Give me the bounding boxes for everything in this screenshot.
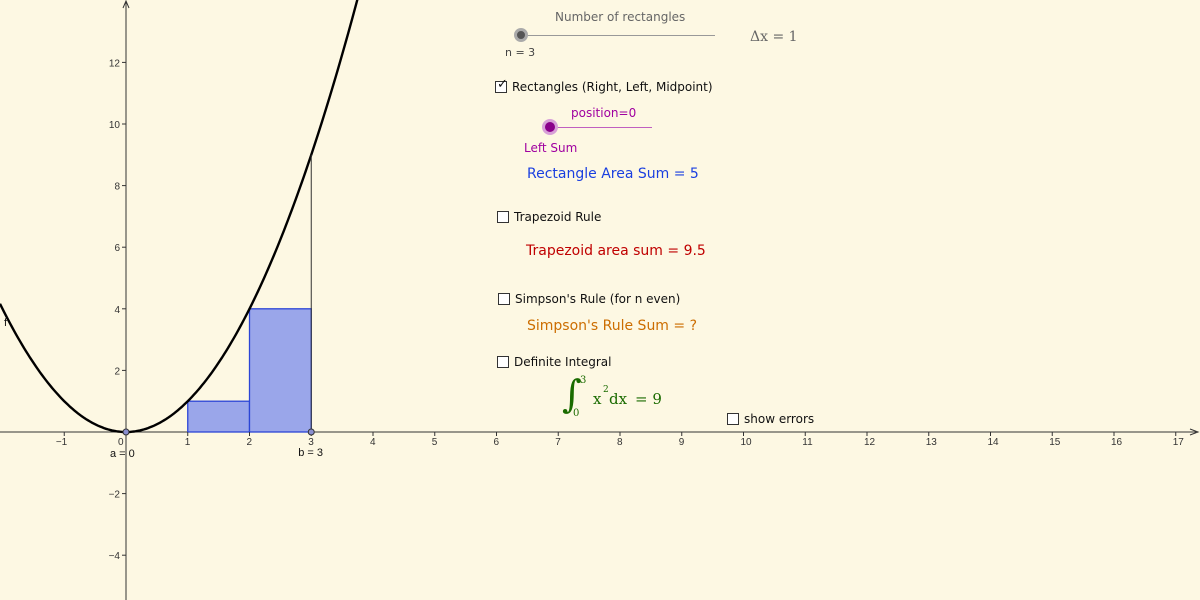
slider-n-title: Number of rectangles bbox=[555, 10, 686, 24]
integral-upper-limit: 3 bbox=[580, 375, 587, 386]
riemann-rectangle bbox=[248, 308, 312, 433]
x-tick-label: 2 bbox=[247, 437, 253, 448]
x-tick-label: 14 bbox=[988, 437, 1000, 448]
x-tick-label: 0 bbox=[118, 437, 124, 448]
x-tick-label: 1 bbox=[185, 437, 191, 448]
simpson-checkbox-label: Simpson's Rule (for n even) bbox=[515, 292, 681, 306]
position-mode-label: Left Sum bbox=[524, 141, 578, 155]
integral-sign-icon: ∫ bbox=[562, 372, 582, 416]
y-tick-label: −4 bbox=[109, 551, 121, 562]
slider-n-knob[interactable] bbox=[514, 28, 528, 42]
trapezoid-checkbox[interactable] bbox=[497, 211, 509, 223]
y-axis-arrow-icon bbox=[122, 0, 130, 9]
rectangle-area-sum: Rectangle Area Sum = 5 bbox=[527, 166, 699, 182]
x-tick-label: −1 bbox=[56, 437, 68, 448]
definite-integral-checkbox[interactable] bbox=[497, 356, 509, 368]
position-slider-track[interactable] bbox=[550, 127, 652, 128]
point-a[interactable] bbox=[122, 428, 130, 436]
rectangles-checkbox[interactable]: ✓ bbox=[495, 77, 508, 93]
point-a-label: a = 0 bbox=[110, 448, 135, 460]
point-b-label: b = 3 bbox=[298, 447, 323, 459]
x-tick-label: 11 bbox=[802, 437, 813, 448]
integral-result: = 9 bbox=[635, 390, 662, 408]
x-tick-label: 8 bbox=[617, 437, 623, 448]
simpson-checkbox[interactable] bbox=[498, 293, 510, 305]
x-tick-label: 15 bbox=[1049, 437, 1061, 448]
delta-x-label: Δx = 1 bbox=[750, 29, 798, 45]
trapezoid-checkbox-label: Trapezoid Rule bbox=[514, 210, 602, 224]
x-tick-label: 10 bbox=[741, 437, 753, 448]
x-tick-label: 12 bbox=[864, 437, 876, 448]
x-tick-label: 13 bbox=[926, 437, 938, 448]
y-tick-label: 12 bbox=[109, 58, 121, 69]
x-tick-label: 6 bbox=[494, 437, 500, 448]
y-tick-label: 6 bbox=[114, 243, 120, 254]
simpson-rule-sum: Simpson's Rule Sum = ? bbox=[527, 318, 698, 334]
trapezoid-area-sum: Trapezoid area sum = 9.5 bbox=[526, 243, 706, 259]
x-axis-arrow-icon bbox=[1189, 428, 1200, 436]
y-tick-label: 8 bbox=[114, 182, 120, 193]
integrand: x bbox=[593, 390, 602, 408]
definite-integral-checkbox-label: Definite Integral bbox=[514, 355, 612, 369]
position-slider-knob[interactable] bbox=[542, 119, 558, 135]
y-tick-label: 2 bbox=[114, 366, 120, 377]
y-tick-label: 4 bbox=[114, 305, 120, 316]
function-curve bbox=[0, 0, 359, 434]
point-b[interactable] bbox=[307, 428, 315, 436]
x-tick-label: 7 bbox=[555, 437, 561, 448]
position-slider-value: position=0 bbox=[571, 106, 637, 120]
integrand-power: 2 bbox=[603, 385, 609, 395]
show-errors-label: show errors bbox=[744, 412, 815, 426]
x-tick-label: 3 bbox=[308, 437, 314, 448]
x-tick-label: 17 bbox=[1173, 437, 1185, 448]
x-tick-label: 16 bbox=[1111, 437, 1123, 448]
integrand-dx: dx bbox=[609, 390, 628, 408]
rectangles-checkbox-label: Rectangles (Right, Left, Midpoint) bbox=[512, 80, 713, 94]
x-tick-label: 9 bbox=[679, 437, 685, 448]
slider-n-track[interactable] bbox=[521, 35, 715, 36]
integral-lower-limit: 0 bbox=[573, 408, 580, 419]
riemann-rectangle bbox=[187, 400, 251, 433]
x-tick-label: 4 bbox=[370, 437, 376, 448]
y-tick-label: −2 bbox=[109, 490, 121, 501]
show-errors-checkbox[interactable] bbox=[727, 413, 739, 425]
slider-n-value: n = 3 bbox=[505, 46, 536, 59]
integral-expression: ∫ 3 0 x 2 dx = 9 bbox=[562, 372, 672, 422]
function-label: f bbox=[4, 317, 8, 329]
y-tick-label: 10 bbox=[109, 120, 121, 131]
check-mark-icon: ✓ bbox=[497, 77, 508, 92]
x-tick-label: 5 bbox=[432, 437, 438, 448]
